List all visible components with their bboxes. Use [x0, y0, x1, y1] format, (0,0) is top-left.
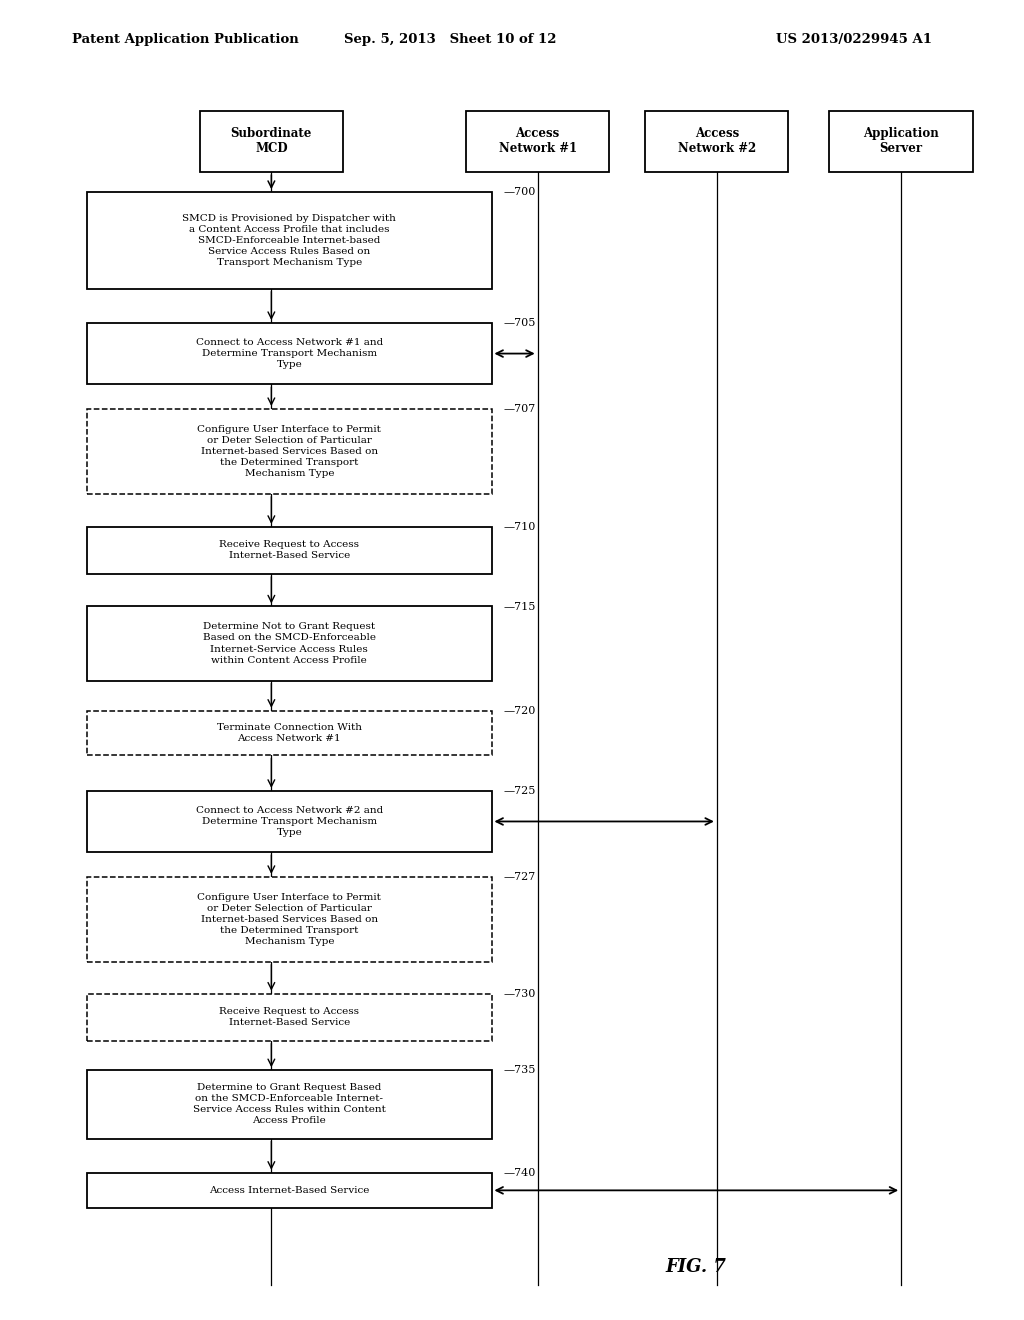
- Text: Determine to Grant Request Based
on the SMCD-Enforceable Internet-
Service Acces: Determine to Grant Request Based on the …: [193, 1084, 386, 1126]
- Text: Receive Request to Access
Internet-Based Service: Receive Request to Access Internet-Based…: [219, 1007, 359, 1027]
- Text: FIG. 7: FIG. 7: [666, 1258, 727, 1276]
- FancyBboxPatch shape: [87, 791, 492, 853]
- Text: Connect to Access Network #2 and
Determine Transport Mechanism
Type: Connect to Access Network #2 and Determi…: [196, 807, 383, 837]
- Text: Patent Application Publication: Patent Application Publication: [72, 33, 298, 46]
- FancyBboxPatch shape: [87, 710, 492, 755]
- Text: Determine Not to Grant Request
Based on the SMCD-Enforceable
Internet-Service Ac: Determine Not to Grant Request Based on …: [203, 622, 376, 665]
- Text: —735: —735: [504, 1065, 537, 1076]
- FancyBboxPatch shape: [645, 111, 788, 172]
- FancyBboxPatch shape: [87, 994, 492, 1040]
- Text: Configure User Interface to Permit
or Deter Selection of Particular
Internet-bas: Configure User Interface to Permit or De…: [198, 892, 381, 946]
- Text: —720: —720: [504, 706, 537, 715]
- FancyBboxPatch shape: [87, 193, 492, 289]
- Text: —730: —730: [504, 989, 537, 999]
- Text: —700: —700: [504, 187, 537, 198]
- Text: —707: —707: [504, 404, 536, 414]
- Text: Terminate Connection With
Access Network #1: Terminate Connection With Access Network…: [217, 723, 361, 743]
- FancyBboxPatch shape: [87, 1071, 492, 1138]
- FancyBboxPatch shape: [87, 409, 492, 494]
- Text: US 2013/0229945 A1: US 2013/0229945 A1: [776, 33, 932, 46]
- Text: Subordinate
MCD: Subordinate MCD: [230, 128, 312, 156]
- Text: Configure User Interface to Permit
or Deter Selection of Particular
Internet-bas: Configure User Interface to Permit or De…: [198, 425, 381, 478]
- Text: —715: —715: [504, 602, 537, 611]
- Text: Access
Network #2: Access Network #2: [678, 128, 756, 156]
- FancyBboxPatch shape: [829, 111, 973, 172]
- Text: Access Internet-Based Service: Access Internet-Based Service: [209, 1185, 370, 1195]
- FancyBboxPatch shape: [87, 606, 492, 681]
- Text: —740: —740: [504, 1168, 537, 1177]
- FancyBboxPatch shape: [466, 111, 609, 172]
- Text: SMCD is Provisioned by Dispatcher with
a Content Access Profile that includes
SM: SMCD is Provisioned by Dispatcher with a…: [182, 214, 396, 267]
- Text: Application
Server: Application Server: [863, 128, 939, 156]
- FancyBboxPatch shape: [87, 323, 492, 384]
- FancyBboxPatch shape: [87, 1172, 492, 1208]
- FancyBboxPatch shape: [87, 876, 492, 962]
- Text: —710: —710: [504, 523, 537, 532]
- FancyBboxPatch shape: [200, 111, 343, 172]
- Text: —705: —705: [504, 318, 537, 329]
- Text: Access
Network #1: Access Network #1: [499, 128, 577, 156]
- Text: —727: —727: [504, 873, 536, 882]
- Text: Sep. 5, 2013   Sheet 10 of 12: Sep. 5, 2013 Sheet 10 of 12: [344, 33, 557, 46]
- Text: Connect to Access Network #1 and
Determine Transport Mechanism
Type: Connect to Access Network #1 and Determi…: [196, 338, 383, 370]
- Text: —725: —725: [504, 787, 537, 796]
- Text: Receive Request to Access
Internet-Based Service: Receive Request to Access Internet-Based…: [219, 540, 359, 561]
- FancyBboxPatch shape: [87, 527, 492, 574]
